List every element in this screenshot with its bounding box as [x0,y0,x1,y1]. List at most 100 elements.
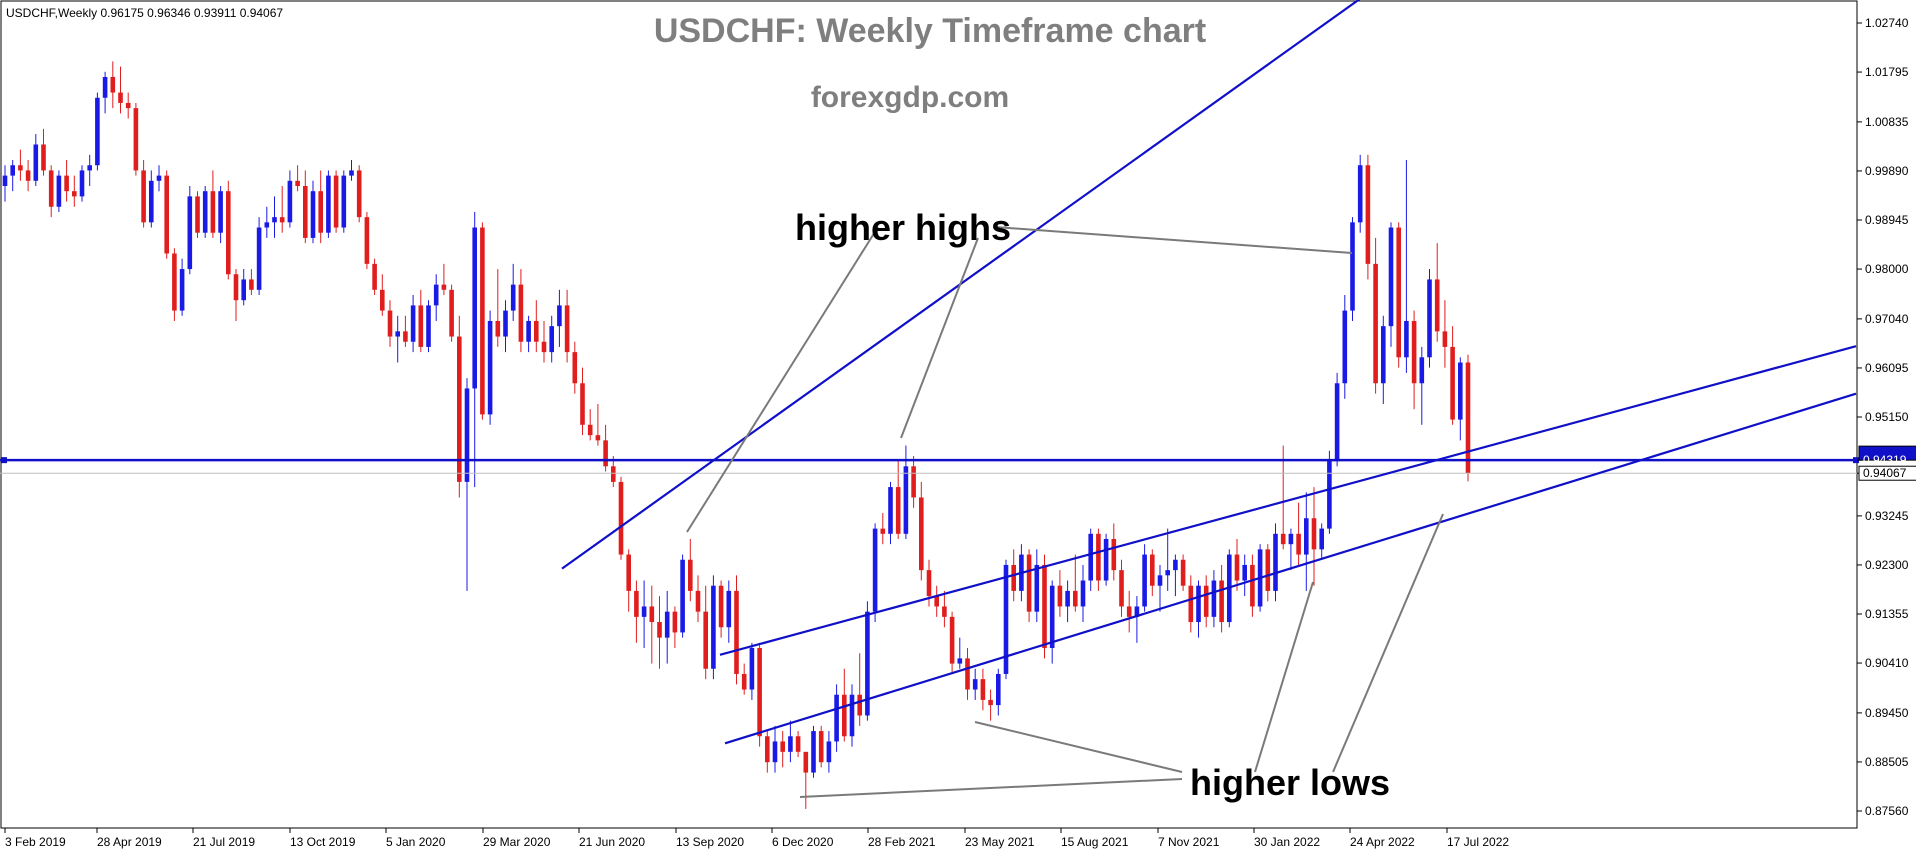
higher-lows-label: higher lows [1190,762,1390,803]
candle-body [1250,564,1255,607]
candle [595,404,601,446]
candle-body [249,279,254,290]
candle-body [1342,310,1348,384]
candle-body [726,590,732,628]
candle-body [457,336,462,482]
candle [603,424,608,472]
candle-body [734,590,739,674]
candle [919,481,924,581]
candle-body [380,289,385,311]
candle-body [996,673,1001,706]
candle [1119,559,1124,617]
higher-highs-pointer [900,237,979,439]
candle-body [857,694,862,716]
x-tick-label: 28 Apr 2019 [97,835,162,849]
candle [226,180,231,280]
current-price-tag [1858,465,1916,481]
candle-body [649,606,655,623]
candle [1073,554,1078,612]
higher-highs-pointer [994,226,1353,254]
candle [1142,544,1147,612]
candle [765,731,770,773]
x-tick-label: 28 Feb 2021 [868,835,936,849]
candle-body [541,341,547,353]
candle-body [1126,606,1132,617]
x-tick-label: 6 Dec 2020 [772,835,834,849]
candle [125,92,131,119]
candle [580,367,585,436]
candle-body [464,388,470,482]
candle [1357,154,1363,233]
candle-body [788,736,793,752]
candle [795,731,801,758]
x-tick-label: 29 Mar 2020 [483,835,551,849]
candle-body [472,227,477,389]
candle [1411,310,1417,410]
candle [1088,528,1093,591]
candle [1319,523,1324,560]
candle [1173,554,1178,597]
candle-body [172,253,177,311]
candle [1381,315,1386,405]
candle-body [641,606,647,617]
candle [272,196,277,238]
chart-subtitle: forexgdp.com [811,81,1009,114]
y-tick-label: 1.02740 [1865,16,1909,30]
candle [549,315,554,363]
candle-body [1450,346,1455,420]
candle [664,590,670,664]
candle [1219,564,1224,633]
candle-body [102,76,108,98]
y-tick-label: 0.98945 [1865,213,1909,227]
candle [895,461,901,539]
candle [703,585,708,680]
candle [426,300,431,353]
candle-body [364,217,370,264]
candle-body [1280,533,1286,545]
x-tick-label: 7 Nov 2021 [1158,835,1220,849]
price-axis: 1.02740 1.01795 1.00835 0.99890 0.98945 0.980… [1857,16,1916,818]
candle [264,206,270,238]
candle-body [680,559,685,633]
candle-body [1065,590,1070,607]
candle-body [187,196,193,270]
candle-body [1419,357,1425,384]
candle-body [326,175,331,233]
candle-body [233,274,239,301]
candle [202,185,208,238]
candle [1111,523,1117,581]
candle-body [433,284,439,306]
candle [1334,372,1340,467]
candle-body [664,611,670,638]
candle [849,684,855,747]
candle [64,160,69,202]
candle [449,284,454,342]
candle-body [72,191,77,197]
candle [618,476,624,560]
candle [464,378,470,591]
candle-body [842,694,847,737]
candle [1327,450,1332,534]
candle-body [264,222,270,228]
candle [2,165,8,202]
candle [1003,559,1009,680]
candle-body [557,305,562,327]
candle [526,315,531,353]
candle [287,170,293,228]
candle-body [1134,606,1140,617]
candle [1211,570,1217,628]
candle-body [587,424,593,436]
candle [942,590,947,628]
candle-body [33,144,39,181]
candle [718,580,724,638]
candle [1203,575,1209,628]
candle [626,549,631,612]
candle [649,585,655,664]
candle-body [510,284,516,311]
candle [349,160,354,181]
candle [1273,523,1278,602]
candle-body [1327,461,1332,529]
candle-body [903,466,909,534]
candle [410,295,416,353]
